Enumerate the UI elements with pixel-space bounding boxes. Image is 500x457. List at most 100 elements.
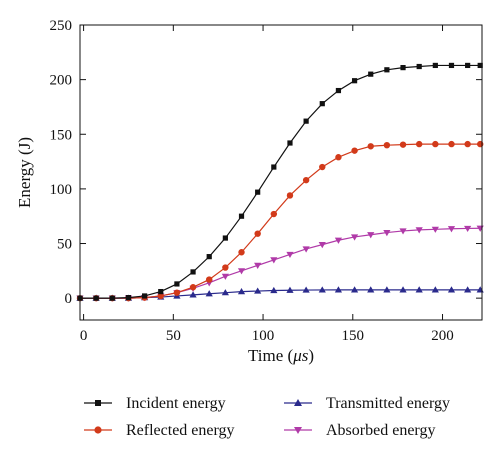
series-incident-energy [77,62,483,301]
x-tick-label: 50 [166,328,181,344]
x-axis-label: Time (μs) [248,346,314,365]
legend-label: Incident energy [126,395,226,412]
data-point-incident-energy [400,65,406,71]
y-tick-label: 0 [65,291,73,307]
series-reflected-energy [76,140,484,302]
series-transmitted-energy [76,286,484,301]
data-point-incident-energy [303,118,309,124]
data-point-transmitted-energy [464,286,472,293]
series-line-incident-energy [80,64,481,299]
data-point-incident-energy [125,295,132,301]
data-point-reflected-energy [206,276,213,283]
legend-label: Transmitted energy [326,395,450,412]
data-point-reflected-energy [448,140,455,148]
data-point-reflected-energy [286,192,294,199]
data-point-reflected-energy [383,141,391,149]
data-point-transmitted-energy [334,286,343,293]
data-point-incident-energy [142,293,148,299]
data-point-incident-energy [477,62,483,69]
legend-marker [94,426,102,434]
data-point-incident-energy [271,164,277,170]
x-axis-label-text: Time ( [248,346,294,365]
data-point-transmitted-energy [367,286,375,293]
legend-item-transmitted-energy: Transmitted energy [284,395,450,412]
data-point-incident-energy [190,269,196,275]
y-tick-label: 100 [50,182,73,198]
legend-marker [294,399,302,406]
data-point-reflected-energy [157,292,164,300]
y-tick-label: 200 [50,73,73,89]
series-line-absorbed-energy [80,227,481,299]
data-point-incident-energy [109,295,115,301]
data-point-incident-energy [158,288,164,295]
data-point-incident-energy [222,235,228,241]
data-point-incident-energy [368,71,374,77]
data-point-transmitted-energy [270,286,278,294]
data-point-reflected-energy [399,141,407,148]
data-point-absorbed-energy [383,229,391,237]
data-point-reflected-energy [351,147,358,154]
legend-marker [95,400,101,406]
plot-area [76,62,484,302]
data-point-reflected-energy [415,140,423,148]
data-point-incident-energy [432,62,438,69]
legend-label: Absorbed energy [326,422,435,439]
x-tick-label: 0 [80,328,88,344]
data-point-incident-energy [351,78,358,84]
data-point-transmitted-energy [318,286,326,293]
data-point-transmitted-energy [205,290,213,297]
y-tick-label: 50 [57,237,72,253]
data-point-reflected-energy [464,140,471,148]
data-point-reflected-energy [254,230,261,237]
data-point-absorbed-energy [221,273,229,280]
data-point-reflected-energy [189,284,197,291]
data-point-incident-energy [206,254,212,260]
data-point-absorbed-energy [318,242,326,249]
data-point-transmitted-energy [221,289,229,296]
data-point-absorbed-energy [399,228,407,235]
data-point-absorbed-energy [464,225,472,233]
data-point-absorbed-energy [350,234,359,241]
legend-item-reflected-energy: Reflected energy [84,422,235,439]
data-point-transmitted-energy [189,291,197,298]
plot-frame [79,24,483,321]
data-point-reflected-energy [238,249,245,256]
legend-label: Reflected energy [126,422,235,439]
x-tick-label: 100 [252,328,275,344]
data-point-transmitted-energy [302,286,310,293]
data-point-incident-energy [174,281,180,287]
data-point-transmitted-energy [415,286,423,293]
axes: 0 50 100 150 200 0 50 100 150 200 250 Time (μs) Ener… [15,18,483,365]
data-point-reflected-energy [335,154,342,161]
series-line-reflected-energy [80,143,481,299]
data-point-absorbed-energy [254,262,262,269]
x-tick-label: 200 [431,328,454,344]
data-point-reflected-energy [367,143,374,150]
data-point-reflected-energy [302,176,310,184]
x-axis-label-close: ) [308,346,314,365]
data-point-reflected-energy [270,210,278,218]
data-point-reflected-energy [222,264,229,271]
data-point-incident-energy [384,67,390,73]
y-tick-label: 250 [50,18,73,34]
data-point-incident-energy [255,189,261,195]
y-tick-label: 150 [50,127,73,143]
data-point-transmitted-energy [350,286,359,293]
data-point-absorbed-energy [302,246,310,253]
data-point-absorbed-energy [334,237,343,244]
data-point-incident-energy [448,62,455,69]
data-point-incident-energy [238,213,245,219]
data-point-incident-energy [287,140,293,146]
x-tick-label: 150 [342,328,365,344]
data-point-absorbed-energy [447,226,456,233]
data-point-absorbed-energy [367,232,375,239]
data-point-transmitted-energy [254,287,262,294]
legend: Incident energy Reflected energy Transmitt… [84,395,450,439]
data-point-reflected-energy [432,140,439,148]
legend-item-absorbed-energy: Absorbed energy [284,422,435,439]
data-point-absorbed-energy [431,226,439,233]
x-axis-label-unit: μs [292,346,309,365]
data-point-incident-energy [416,63,422,70]
data-point-incident-energy [93,295,99,301]
